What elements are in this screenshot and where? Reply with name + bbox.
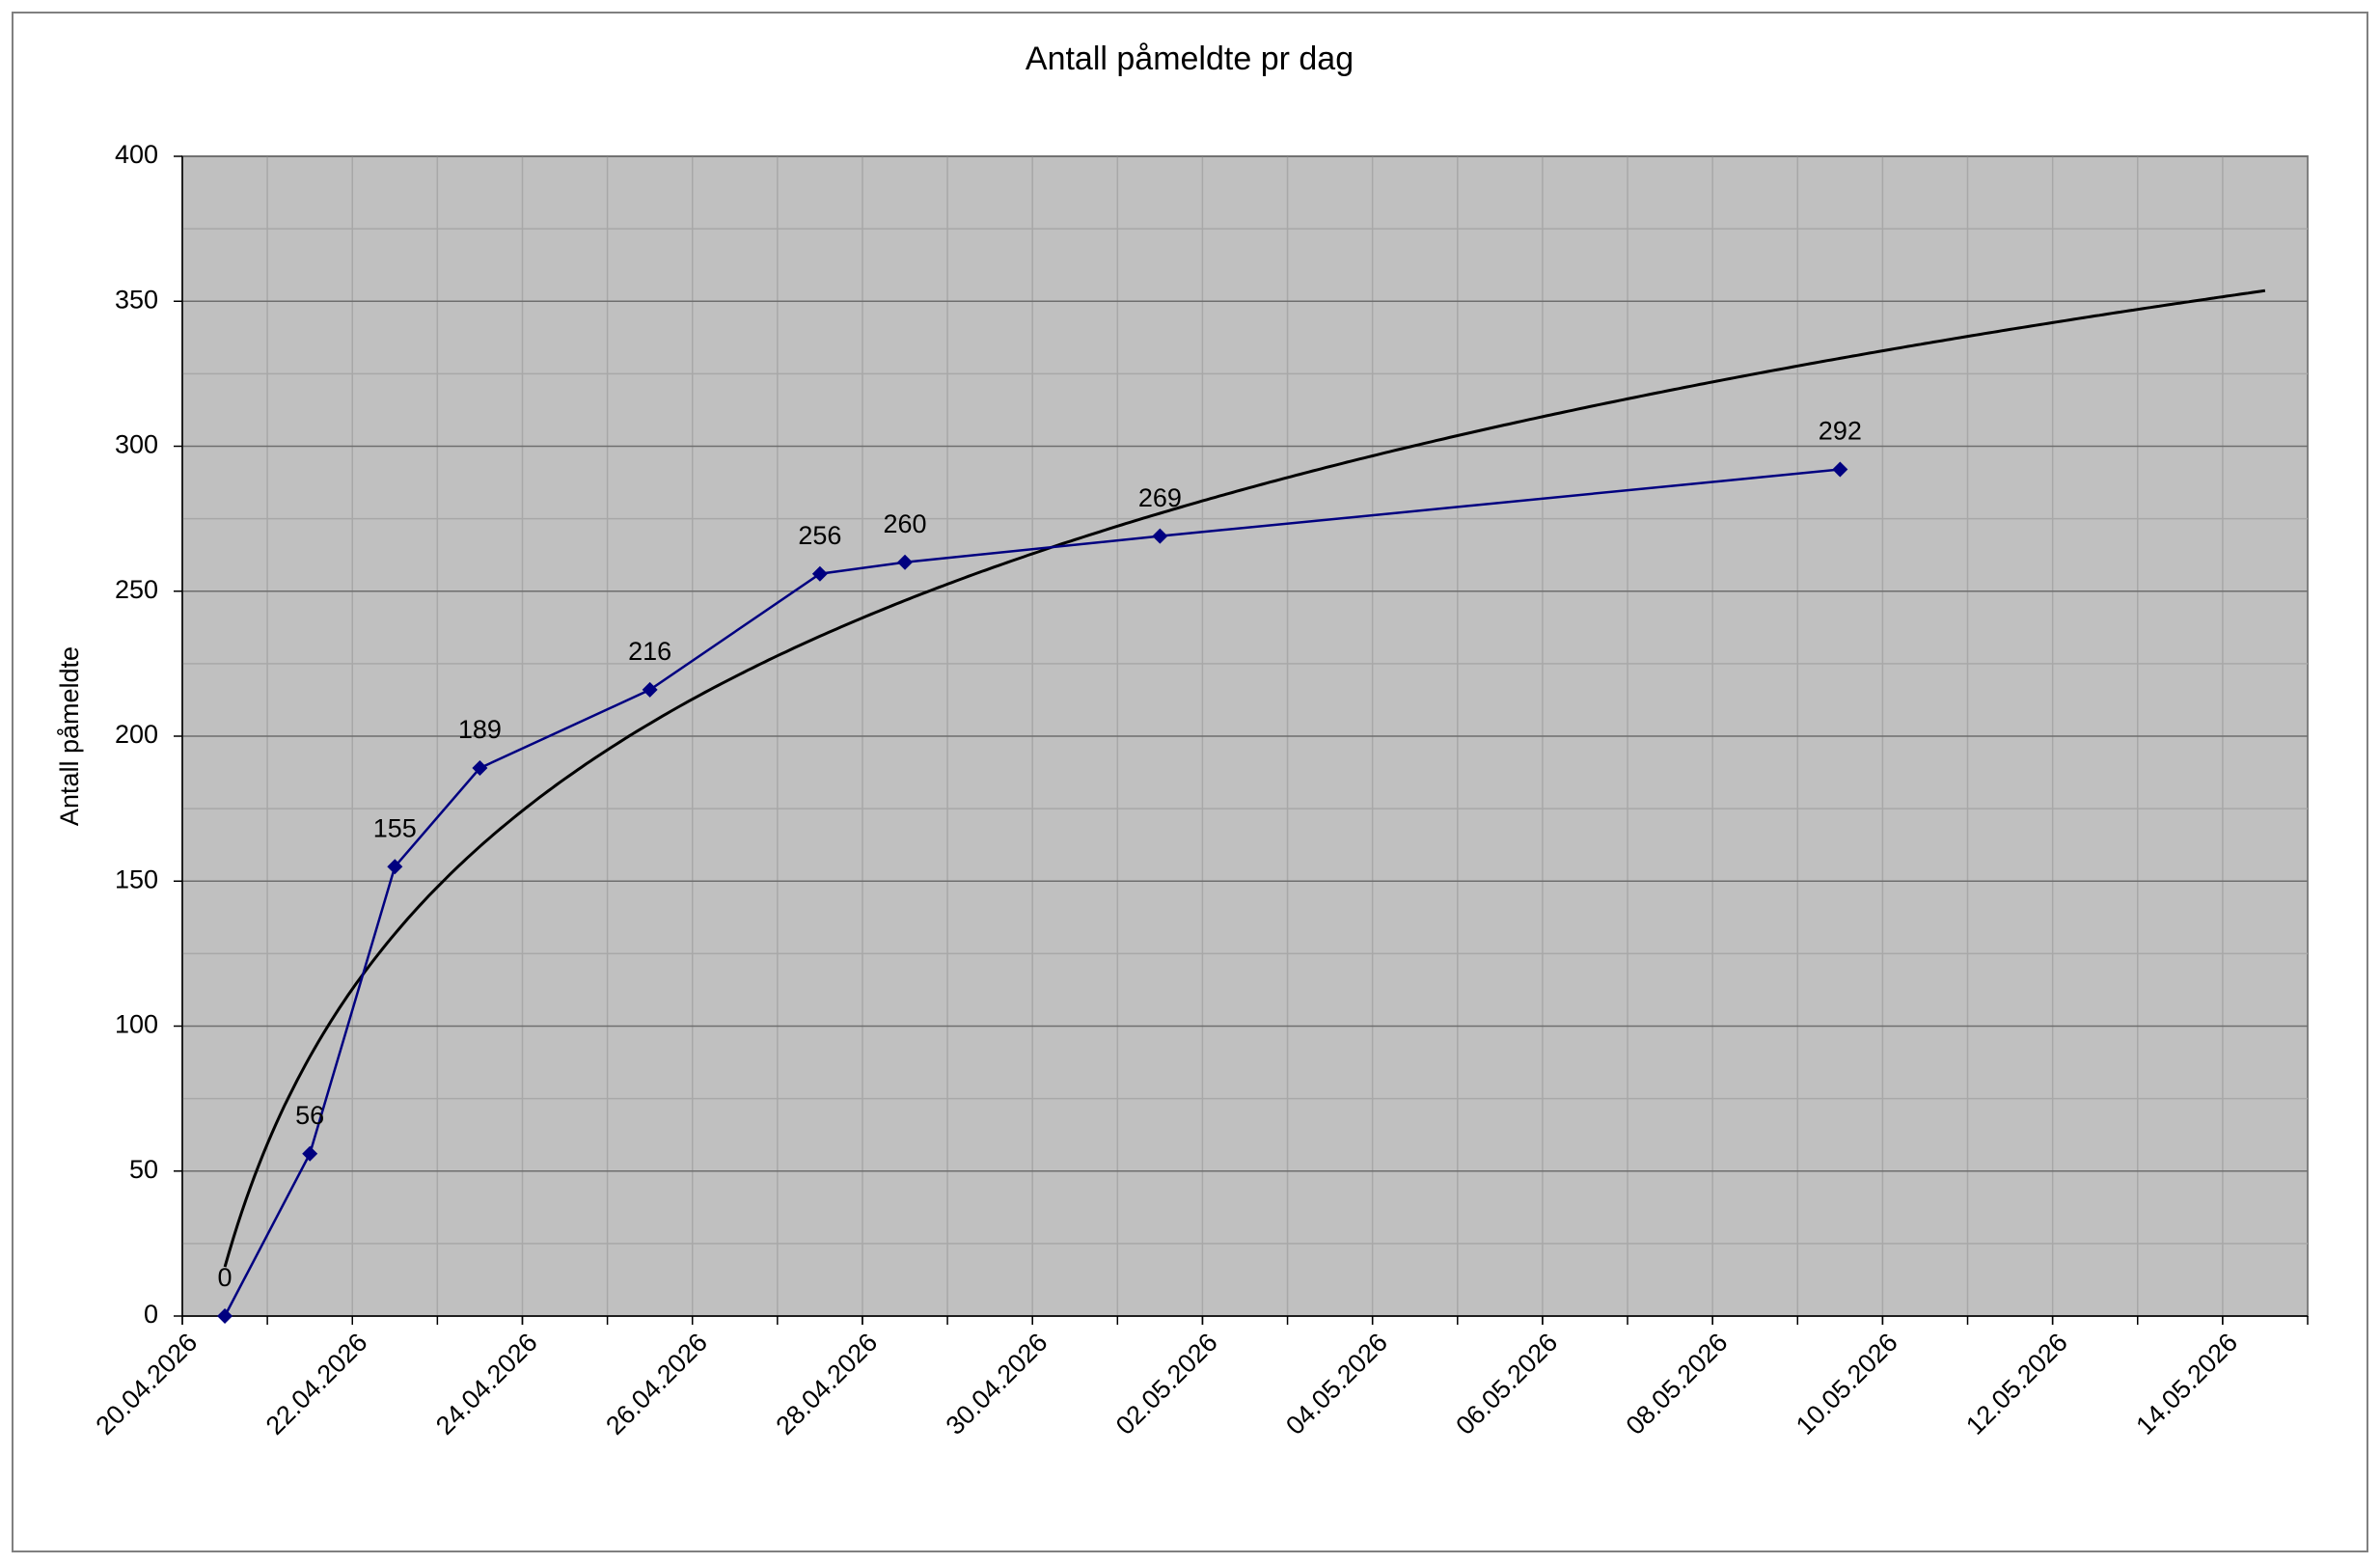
data-label: 292 — [1819, 417, 1862, 446]
y-tick-label: 300 — [115, 430, 158, 459]
y-tick-label: 50 — [129, 1155, 158, 1184]
data-label: 269 — [1138, 483, 1182, 512]
data-point — [387, 859, 403, 875]
data-point — [1832, 461, 1848, 478]
data-label: 0 — [218, 1263, 233, 1292]
y-tick-label: 350 — [115, 285, 158, 314]
data-point — [642, 681, 658, 698]
data-label: 216 — [628, 637, 671, 666]
data-point — [897, 554, 914, 570]
data-point — [302, 1145, 318, 1162]
data-point — [811, 565, 828, 582]
y-tick-label: 250 — [115, 575, 158, 604]
data-label: 56 — [295, 1101, 324, 1130]
y-tick-label: 100 — [115, 1010, 158, 1039]
data-label: 189 — [458, 715, 502, 744]
data-point — [1152, 528, 1168, 544]
y-axis-label: Antall påmeldte — [55, 646, 84, 826]
chart-title: Antall påmeldte pr dag — [1026, 41, 1354, 77]
data-label: 260 — [883, 509, 926, 538]
data-label: 155 — [373, 813, 417, 842]
trendline — [223, 288, 2266, 1268]
data-label: 256 — [798, 521, 841, 550]
y-tick-label: 150 — [115, 864, 158, 893]
y-tick-label: 0 — [144, 1300, 158, 1329]
data-point — [217, 1308, 233, 1324]
y-tick-label: 200 — [115, 720, 158, 749]
y-tick-label: 400 — [115, 140, 158, 169]
data-point — [472, 760, 488, 777]
